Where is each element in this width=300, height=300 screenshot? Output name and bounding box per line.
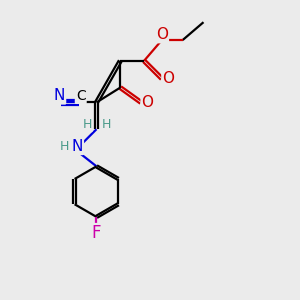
- Text: N: N: [71, 139, 83, 154]
- Text: H: H: [82, 118, 92, 131]
- Text: F: F: [92, 224, 101, 242]
- Text: O: O: [142, 95, 154, 110]
- Text: H: H: [60, 140, 69, 153]
- Text: O: O: [156, 27, 168, 42]
- Text: O: O: [162, 71, 174, 86]
- Text: N: N: [54, 88, 65, 104]
- Text: H: H: [101, 118, 111, 131]
- Text: C: C: [76, 89, 86, 103]
